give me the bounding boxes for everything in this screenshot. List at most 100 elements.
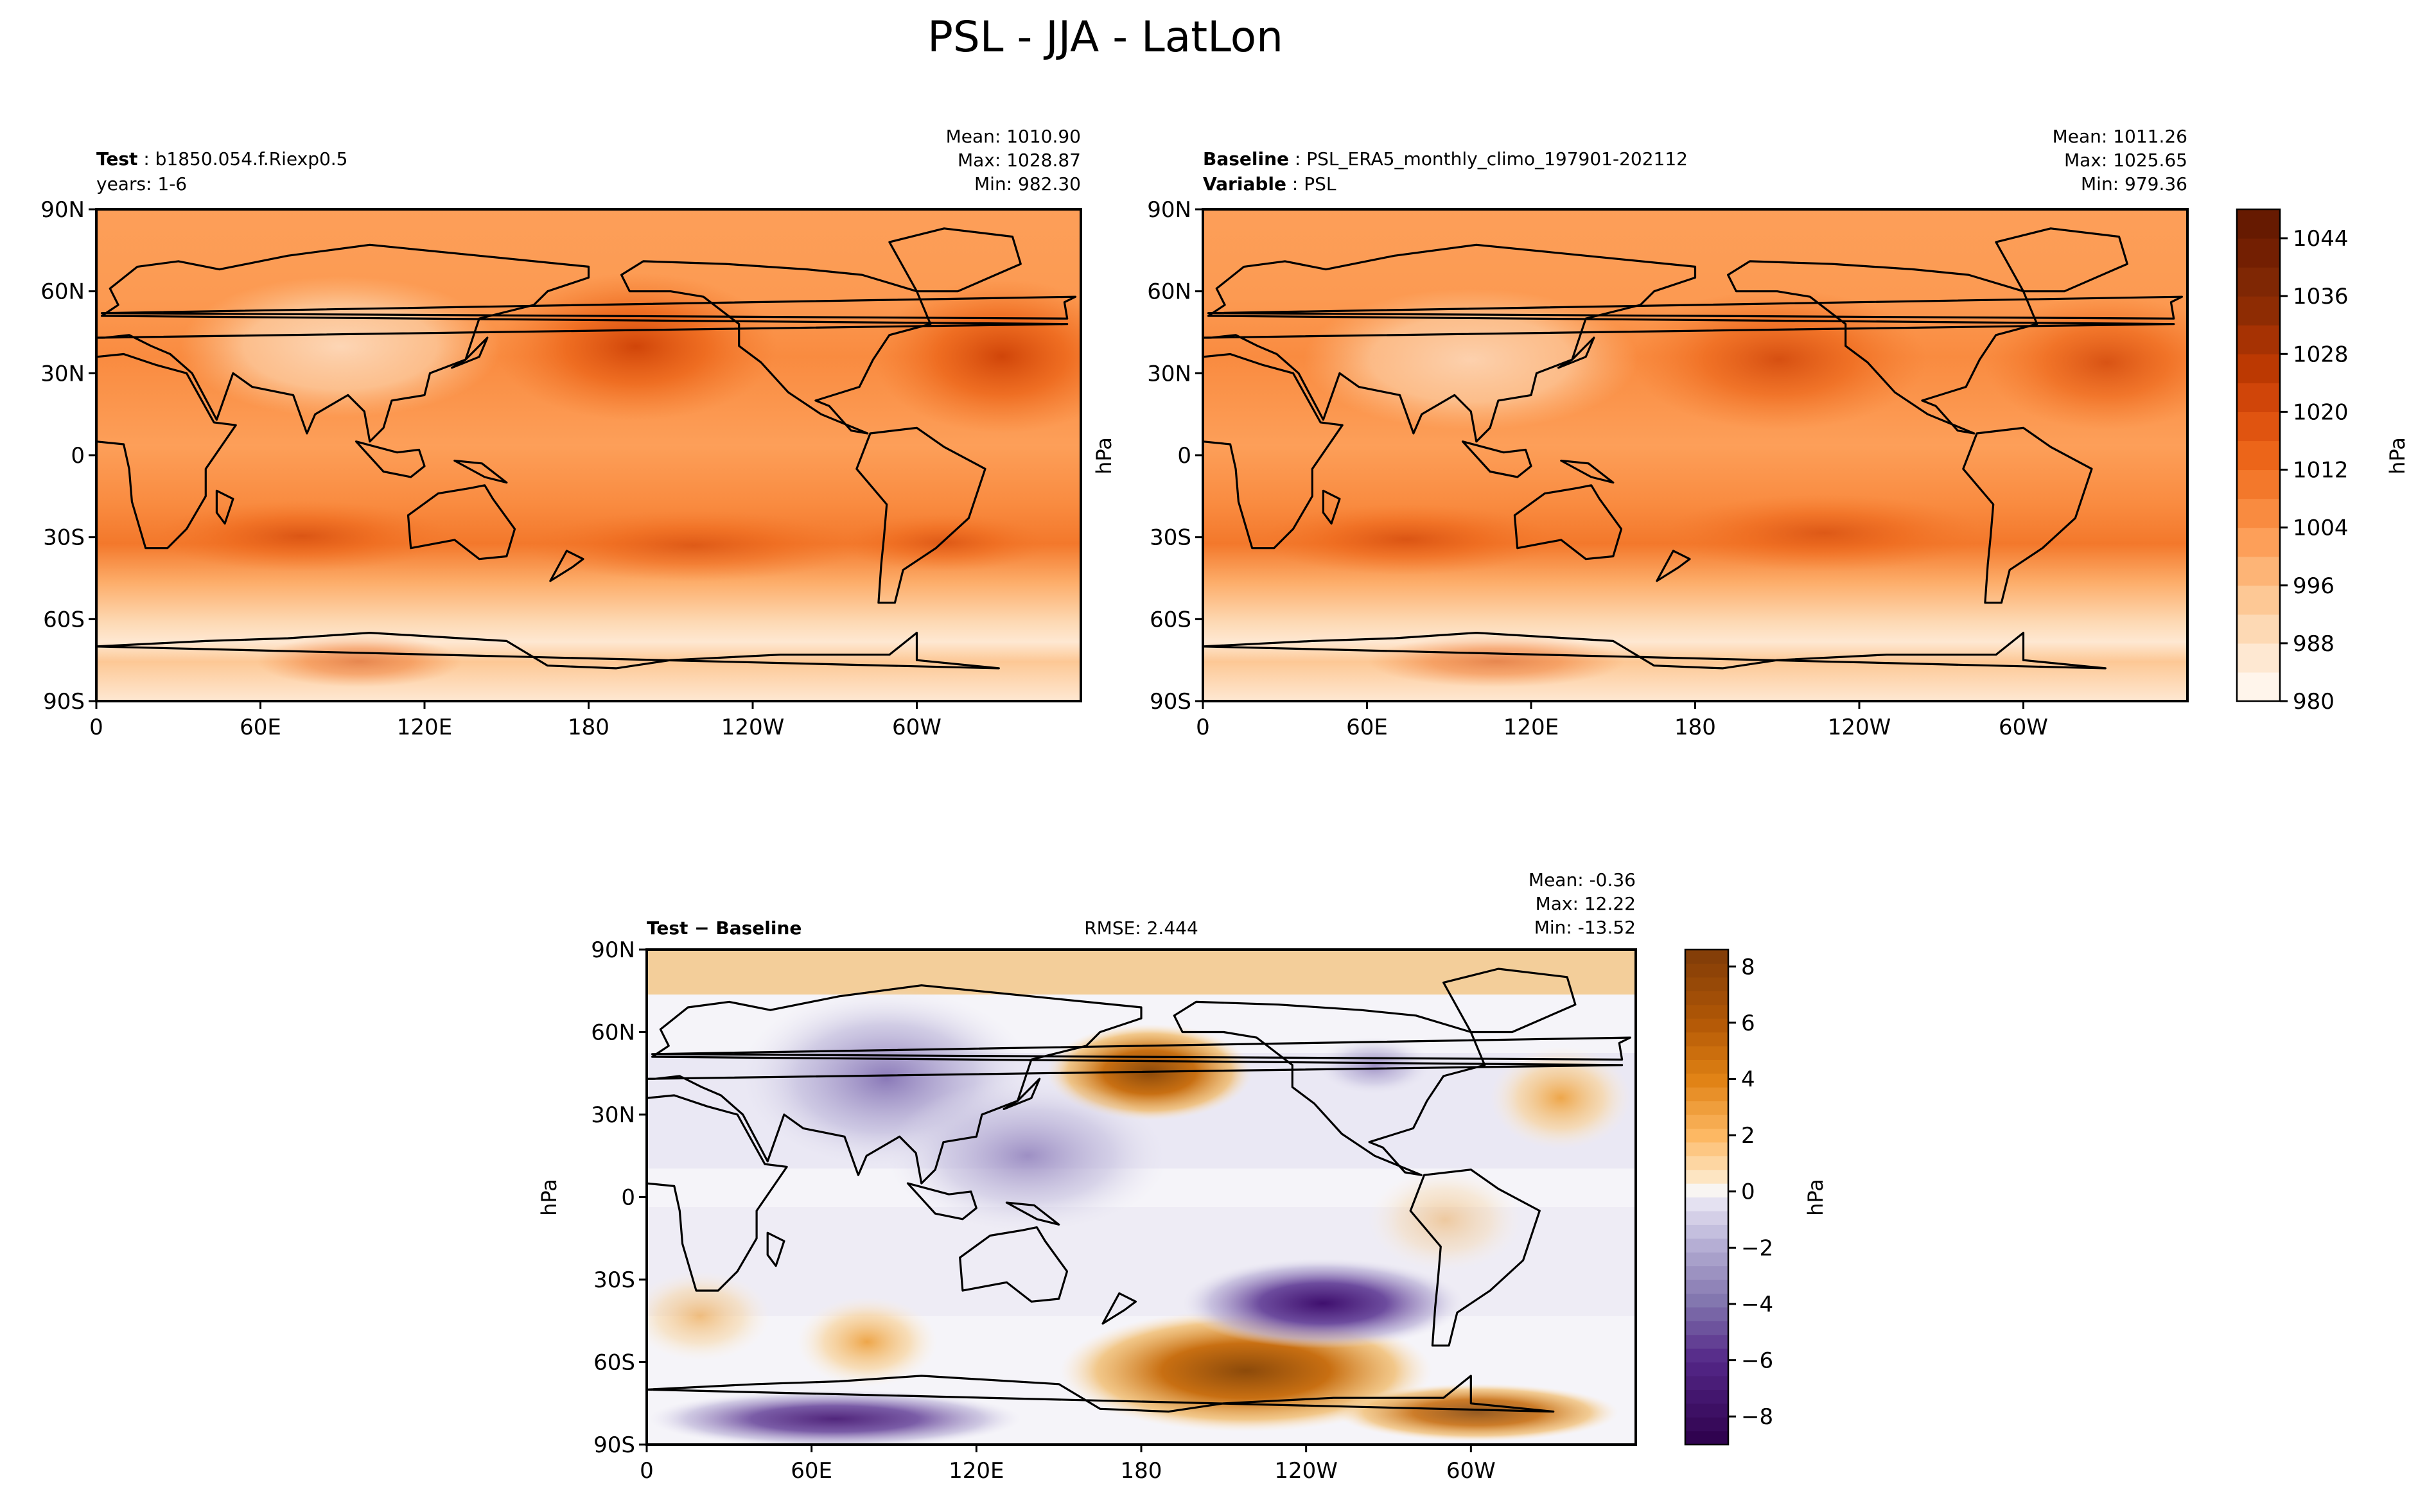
colorbar-segment [2237,267,2280,297]
coastline [1656,550,1691,582]
baseline-field [1203,209,2187,701]
test-stat-mean: Mean: 1010.90 [946,126,1081,147]
colorbar-tick-label: 1036 [2293,284,2349,309]
coastline [766,1231,785,1267]
colorbar-tick-label: 1028 [2293,342,2349,367]
x-tick-label: 180 [568,715,609,740]
x-tick-label: 60E [240,715,281,740]
colorbar-segment [2237,325,2280,354]
colorbar-segment [2237,556,2280,586]
colorbar-segment [1685,1224,1728,1239]
colorbar-segment [2237,209,2280,239]
x-tick-label: 120W [1828,715,1891,740]
coastline [96,631,1000,670]
colorbar-segment [1685,1321,1728,1335]
colorbar-segment [1685,1362,1728,1377]
top-colorbar-label: hPa [2385,437,2410,474]
y-tick-label: 0 [71,443,85,469]
coastline [647,1094,788,1292]
y-tick-label: 30N [1147,361,1191,387]
baseline-variable-sep: : [1286,173,1304,195]
colorbar-tick-label: 980 [2293,689,2335,715]
colorbar-segment [2237,585,2280,615]
coastline [96,352,237,550]
y-tick-label: 90S [43,689,85,715]
coastline [453,459,508,484]
colorbar-segment [1685,1169,1728,1184]
colorbar-segment [1685,1389,1728,1404]
colorbar-segment [1685,1128,1728,1143]
y-tick-label: 90N [40,197,85,223]
y-tick-label: 30S [43,525,85,551]
x-tick-label: 120E [1503,715,1559,740]
y-tick-label: 90S [593,1432,635,1458]
coastline [855,426,986,604]
colorbar-segment [1685,1142,1728,1156]
colorbar-segment [2237,296,2280,326]
colorbar-segment [2237,643,2280,673]
colorbar-segment [1685,1238,1728,1253]
diff-label: Test − Baseline [647,917,802,939]
baseline-variable-bold: Variable [1203,173,1286,195]
colorbar-tick-label: 8 [1741,954,1755,980]
y-tick-label: 60N [40,279,85,305]
colorbar-segment [2237,412,2280,442]
x-tick-label: 60W [892,715,942,740]
baseline-label-sep: : [1289,148,1306,169]
coastline [100,295,1077,320]
colorbar-segment [1685,1156,1728,1170]
diff-x-ticks: 0 60E 120E 180 120W 60W [640,1445,1496,1484]
baseline-label-text: PSL_ERA5_monthly_climo_197901-202112 [1306,148,1688,169]
top-colorbar: 980 988 996 1004 1012 1020 1028 1036 1044 [2236,208,2349,715]
colorbar-segment [2237,498,2280,528]
coastline [1003,1077,1041,1111]
colorbar-segment [1685,1197,1728,1212]
x-tick-label: 60E [791,1458,832,1484]
colorbar-segment [1685,1073,1728,1088]
coastline [1005,1201,1060,1226]
colorbar-tick-label: 1020 [2293,399,2349,425]
coastline [651,1036,1631,1061]
coastline [647,1375,1555,1413]
colorbar-segment [1685,1018,1728,1033]
middle-axis-label: hPa [1092,437,1116,474]
coastline [1513,484,1623,560]
coastline [407,484,516,560]
colorbar-tick-label: 2 [1741,1123,1755,1149]
colorbar-segment [1685,1265,1728,1280]
baseline-stat-max: Max: 1025.65 [2064,150,2187,171]
colorbar-segment [1685,1293,1728,1308]
diff-y-ticks: 90N 60N 30N 0 30S 60S 90S [591,937,647,1458]
colorbar-segment [1685,1430,1728,1445]
colorbar-segment [1685,1334,1728,1349]
test-x-ticks: 0 60E 120E 180 120W 60W [89,701,942,740]
coastline [1560,459,1615,484]
colorbar-segment [2237,469,2280,500]
diff-field [647,950,1636,1445]
coastline [1203,243,2175,443]
colorbar-segment [2237,614,2280,644]
colorbar-segment [1685,991,1728,1005]
x-tick-label: 0 [89,715,103,740]
x-tick-label: 120E [949,1458,1004,1484]
coastline [549,550,584,582]
diff-y-axis-label: hPa [537,1179,561,1216]
x-tick-label: 0 [640,1458,654,1484]
coastline [647,984,1624,1185]
y-tick-label: 60S [593,1350,635,1376]
test-panel: 90N 60N 30N 0 30S 60S 90S 0 60E 120E 180 120W 60W T… [40,126,1082,740]
coastline [355,440,426,478]
diff-panel: 90N 60N 30N 0 30S 60S 90S 0 60E 120E 180 120W 60W h… [537,869,1828,1484]
coastline [1203,631,2107,670]
coastline [1101,1292,1137,1325]
colorbar-tick-label: 996 [2293,573,2335,599]
colorbar-segment [1685,1348,1728,1363]
y-tick-label: 60N [1147,279,1191,305]
coastline [215,489,234,525]
y-tick-label: 60S [43,607,85,632]
colorbar-segment [2237,527,2280,557]
coastline [450,336,489,369]
baseline-panel: 90N 60N 30N 0 30S 60S 90S 0 60E 120E 180 120W 60W h… [1092,126,2410,740]
test-label-bold: Test [96,148,137,169]
baseline-label: Baseline : PSL_ERA5_monthly_climo_197901… [1203,148,1688,169]
